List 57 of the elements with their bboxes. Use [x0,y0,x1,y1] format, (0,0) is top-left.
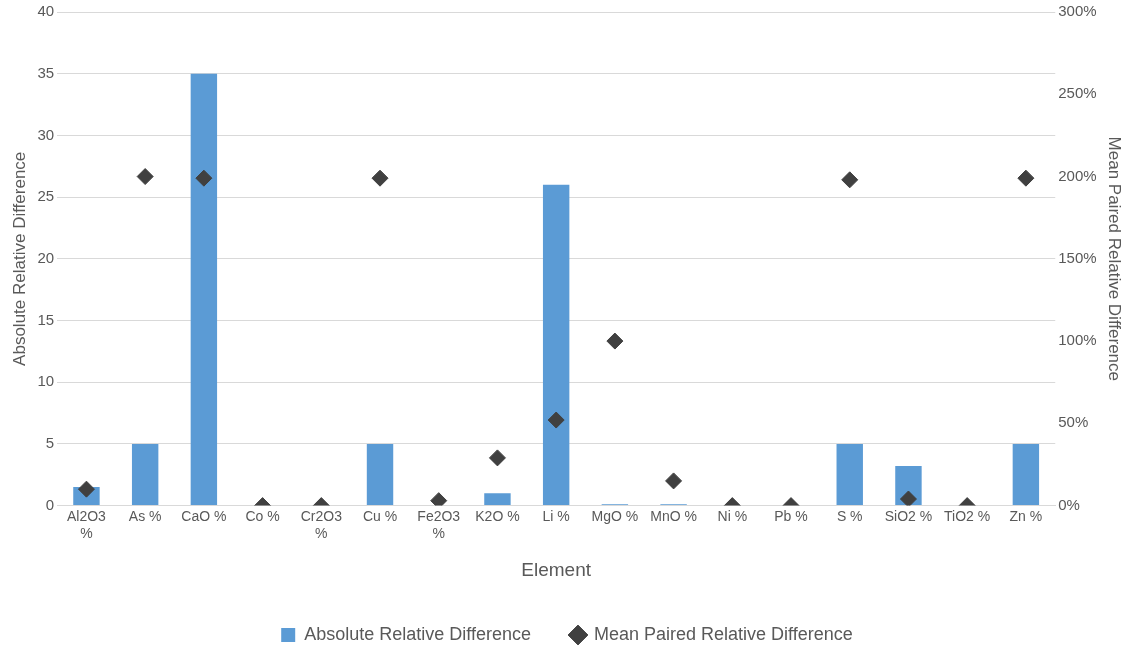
point [841,171,859,189]
y-tick-label: 0 [45,495,55,513]
x-tick-label: CaO % [181,507,227,524]
y-tick-label: 40 [37,2,55,20]
point [195,169,213,187]
point [665,472,683,490]
bar [131,443,159,506]
point [899,490,917,506]
y2-tick-label: 100% [1058,331,1097,349]
legend-label: Absolute Relative Difference [304,623,531,644]
x-tick-label: Li % [542,507,570,524]
point [1017,169,1035,187]
x-tick-label: TiO2 % [944,507,991,524]
point [77,480,95,498]
y2-tick-label: 200% [1058,166,1097,184]
y-tick-label: 20 [37,248,55,266]
y-tick-label: 10 [37,372,55,390]
bar [836,443,863,506]
x-tick-label: Zn % [1009,507,1043,524]
x-tick-label: Cu % [362,507,398,524]
y2-tick-label: 300% [1058,2,1097,20]
y2-axis-title: Mean Paired Relative Difference [1105,136,1125,382]
x-tick-label: S % [836,507,863,524]
bar [366,443,394,506]
point [606,332,624,350]
point [547,411,565,429]
bar [1012,443,1040,506]
y2-tick-label: 150% [1058,248,1097,266]
x-tick-label: Co % [245,507,280,524]
bar [542,184,570,506]
point [488,449,506,467]
x-axis-title: Element [521,558,592,580]
point [136,168,154,186]
point [430,492,448,506]
y-tick-label: 35 [37,63,55,81]
x-tick-label: As % [128,507,162,524]
bar [190,73,218,506]
y2-tick-label: 250% [1058,84,1097,102]
bar [484,493,511,506]
y2-tick-label: 0% [1058,495,1080,513]
legend-label: Mean Paired Relative Difference [594,623,853,644]
x-tick-label: K2O % [475,507,520,524]
x-tick-label: MgO % [591,507,639,524]
x-tick-label: MnO % [650,507,697,524]
x-tick-label: Pb % [774,507,808,524]
x-tick-label: SiO2 % [884,507,933,524]
y-tick-label: 30 [37,125,55,143]
x-tick-label: Fe2O3 % [417,507,461,541]
x-tick-label: Cr2O3 % [300,507,343,541]
y-tick-label: 15 [37,310,55,328]
y-tick-label: 5 [45,434,55,452]
y2-tick-label: 50% [1058,413,1089,431]
y-tick-label: 25 [37,187,55,205]
y-axis-title: Absolute Relative Difference [9,151,29,366]
x-tick-label: Al2O3 % [66,507,107,541]
x-tick-label: Ni % [717,507,748,524]
point [371,169,389,187]
